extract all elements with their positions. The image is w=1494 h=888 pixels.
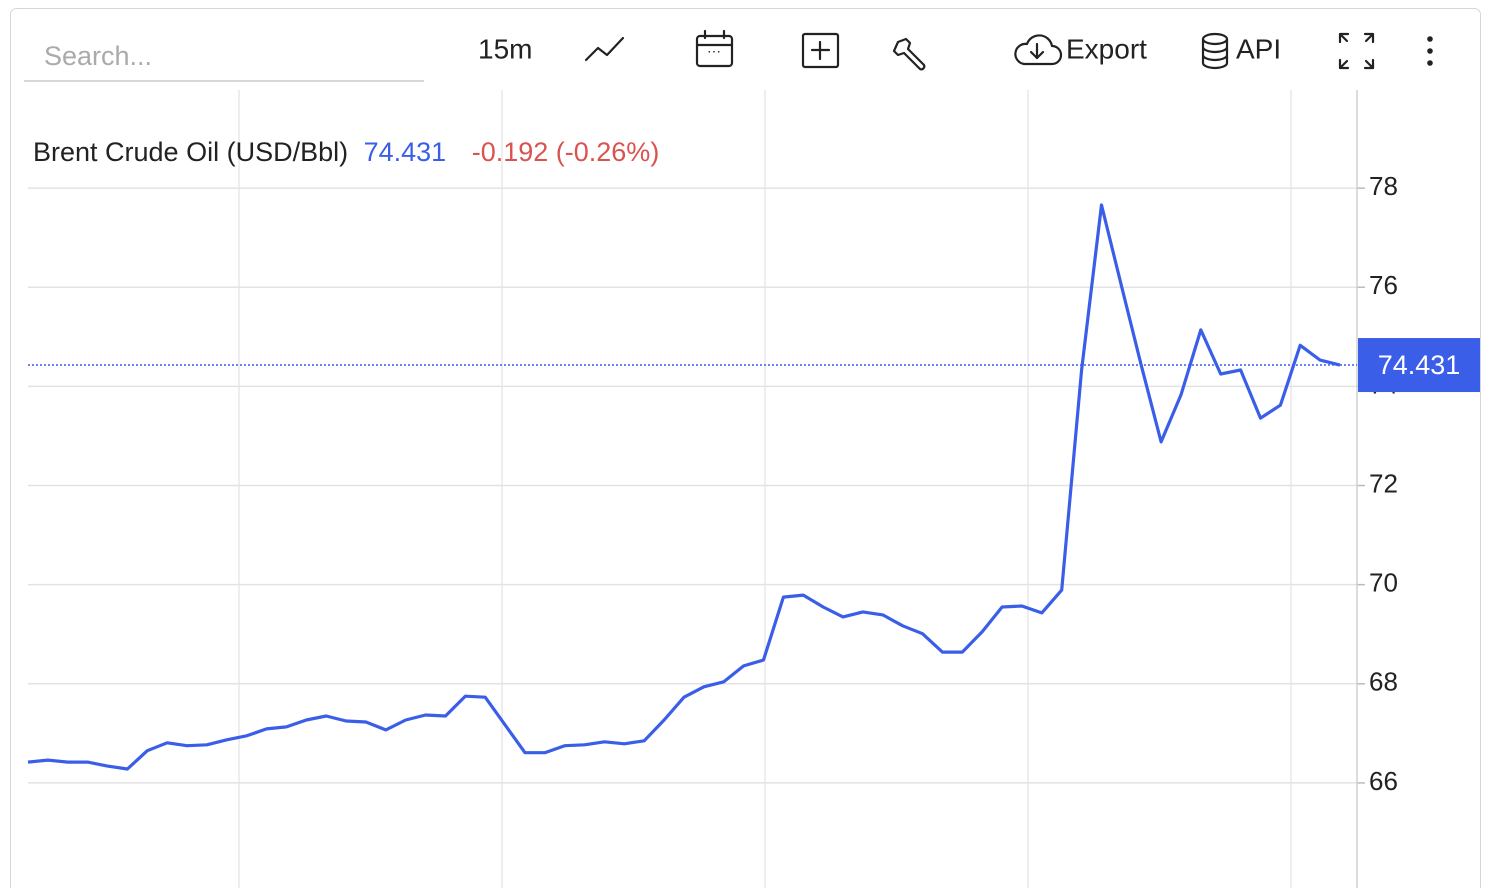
- last-price: 74.431: [364, 137, 447, 167]
- calendar-icon[interactable]: ···: [695, 29, 734, 68]
- last-price-tag: [1358, 338, 1480, 393]
- api-button[interactable]: API: [1236, 33, 1281, 64]
- y-tick-label: 66: [1369, 766, 1398, 796]
- fullscreen-icon[interactable]: [1338, 32, 1375, 70]
- api-icon[interactable]: [1201, 32, 1229, 70]
- y-tick-label: 78: [1369, 171, 1398, 201]
- y-tick-label: 72: [1369, 468, 1398, 498]
- settings-icon[interactable]: [892, 37, 926, 71]
- add-icon[interactable]: [801, 32, 840, 69]
- last-price-tag-label: 74.431: [1378, 350, 1461, 380]
- instrument-name: Brent Crude Oil (USD/Bbl): [33, 137, 348, 167]
- price-line: [27, 203, 1341, 771]
- chart-type-icon[interactable]: [584, 36, 625, 62]
- more-icon[interactable]: [1427, 36, 1433, 66]
- search-box[interactable]: Search...: [44, 41, 152, 71]
- legend-header: Brent Crude Oil (USD/Bbl) 74.431 -0.192 …: [33, 137, 659, 167]
- interval-button[interactable]: 15m: [478, 33, 532, 64]
- widget-frame: [10, 8, 1481, 888]
- y-tick-label: 70: [1369, 568, 1398, 598]
- svg-text:···: ···: [707, 43, 721, 59]
- price-change: -0.192 (-0.26%): [472, 137, 660, 167]
- export-icon[interactable]: [1014, 34, 1063, 66]
- y-tick-label: 76: [1369, 270, 1398, 300]
- export-button[interactable]: Export: [1066, 33, 1147, 64]
- plot: 6668707274767874.431: [27, 90, 1480, 888]
- y-tick-label: 68: [1369, 667, 1398, 697]
